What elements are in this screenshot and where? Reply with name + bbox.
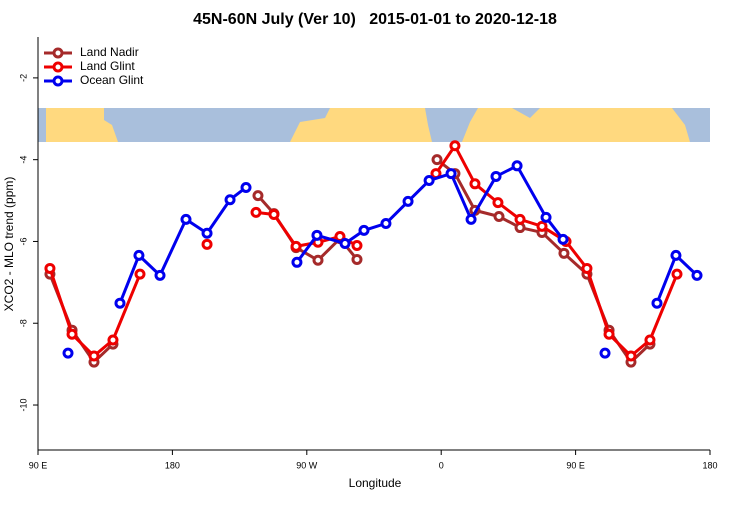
data-point [88, 350, 100, 362]
data-point [671, 268, 683, 280]
data-point [402, 195, 414, 207]
data-point [493, 211, 505, 223]
x-axis-label: Longitude [349, 476, 402, 490]
data-point [449, 140, 461, 152]
data-point [469, 178, 481, 190]
data-point [431, 154, 443, 166]
data-point [558, 247, 570, 259]
data-point [201, 238, 213, 250]
data-point [154, 269, 166, 281]
data-point [599, 347, 611, 359]
legend-label: Land Nadir [80, 45, 139, 59]
data-point [625, 350, 637, 362]
data-point [107, 334, 119, 346]
data-point [644, 334, 656, 346]
data-point [514, 213, 526, 225]
chart-title: 45N-60N July (Ver 10) 2015-01-01 to 2020… [193, 11, 557, 28]
data-point [511, 160, 523, 172]
legend-marker [52, 75, 64, 87]
series-line [48, 267, 142, 358]
data-point [44, 262, 56, 274]
y-tick-label: -6 [18, 237, 28, 245]
data-point [380, 217, 392, 229]
data-point [290, 240, 302, 252]
x-tick-label: 180 [165, 460, 180, 470]
data-point [339, 238, 351, 249]
data-point [312, 254, 324, 266]
data-point [311, 229, 323, 241]
data-point [581, 262, 593, 274]
x-tick-label: 90 E [566, 460, 585, 470]
data-point [691, 269, 703, 281]
legend-marker [52, 61, 64, 73]
data-point [603, 328, 615, 340]
x-tick-label: 180 [702, 460, 717, 470]
data-point [351, 253, 363, 265]
x-tick-label: 90 E [29, 460, 48, 470]
legend-marker [52, 47, 64, 59]
data-point [423, 175, 435, 187]
data-point [62, 347, 74, 359]
map-strip [38, 108, 710, 142]
data-point [536, 220, 548, 232]
series-line [118, 186, 247, 304]
data-point [465, 213, 477, 225]
data-point [224, 194, 236, 206]
y-tick-label: -8 [18, 319, 28, 327]
data-point [651, 297, 663, 309]
data-point [670, 249, 682, 261]
y-tick-label: -10 [18, 399, 28, 412]
data-point [490, 170, 502, 182]
data-point [291, 256, 303, 268]
data-point [351, 240, 363, 252]
x-tick-label: 0 [439, 460, 444, 470]
data-point [540, 211, 552, 223]
legend-label: Ocean Glint [80, 73, 144, 87]
series-line [434, 144, 679, 358]
data-point [66, 328, 78, 340]
data-point [250, 206, 262, 218]
data-point [268, 208, 280, 220]
data-point [445, 168, 457, 180]
data-point [134, 268, 146, 280]
data-point [557, 233, 569, 245]
data-point [180, 213, 192, 225]
data-point [358, 224, 370, 236]
y-axis-label: XCO2 - MLO trend (ppm) [2, 177, 16, 312]
data-point [114, 297, 126, 309]
y-tick-label: -4 [18, 156, 28, 164]
x-tick-label: 90 W [296, 460, 318, 470]
legend-label: Land Glint [80, 59, 135, 73]
data-point [492, 197, 504, 209]
y-tick-label: -2 [18, 74, 28, 82]
data-point [201, 227, 213, 239]
data-point [252, 190, 264, 202]
series-line [436, 158, 652, 364]
data-point [240, 181, 252, 193]
data-point [133, 249, 145, 261]
